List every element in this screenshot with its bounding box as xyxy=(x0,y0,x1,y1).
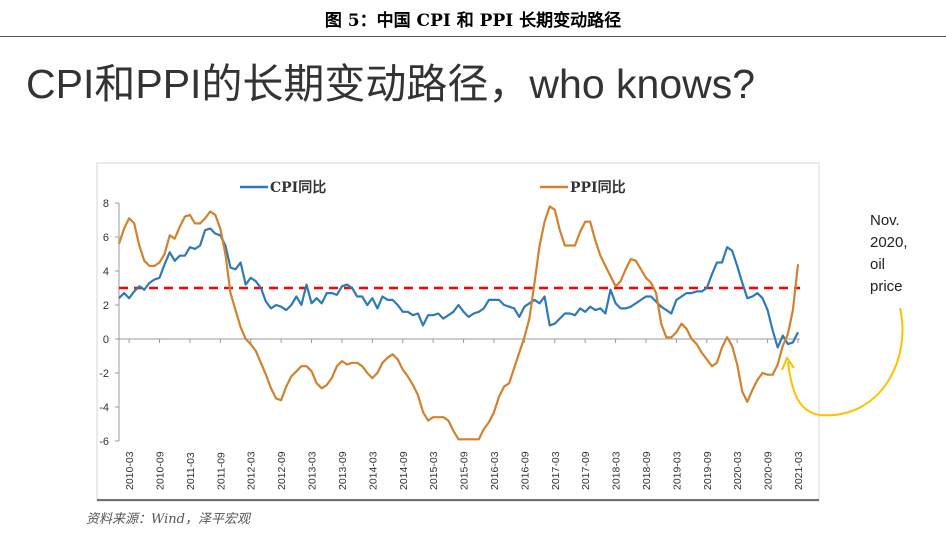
x-tick-label: 2020-03 xyxy=(732,451,744,490)
slide-heading: CPI和PPI的长期变动路径，who knows? xyxy=(26,61,756,107)
x-tick-label: 2021-03 xyxy=(793,451,805,490)
y-tick-label: 2 xyxy=(103,300,109,312)
x-tick-label: 2019-03 xyxy=(671,451,683,490)
y-tick-label: 6 xyxy=(103,232,109,244)
x-tick-label: 2020-09 xyxy=(763,451,775,490)
x-tick-label: 2017-09 xyxy=(580,451,592,490)
source-note: 资料来源：Wind，泽平宏观 xyxy=(86,512,250,527)
x-tick-label: 2014-03 xyxy=(367,451,379,490)
x-tick-label: 2017-03 xyxy=(550,451,562,490)
oil-price-annotation: Nov. 2020, oil price xyxy=(870,210,908,298)
annotation-line: 2020, xyxy=(870,234,908,251)
x-tick-label: 2012-09 xyxy=(276,451,288,490)
x-tick-label: 2011-09 xyxy=(215,452,227,490)
x-tick-label: 2013-03 xyxy=(307,451,319,490)
x-tick-label: 2010-09 xyxy=(155,451,167,490)
y-tick-label: 4 xyxy=(103,266,109,278)
x-tick-label: 2012-03 xyxy=(246,451,258,490)
x-tick-label: 2015-09 xyxy=(459,451,471,490)
x-tick-label: 2014-09 xyxy=(398,451,410,490)
x-tick-label: 2018-03 xyxy=(611,451,623,490)
x-tick-label: 2016-09 xyxy=(519,451,531,490)
y-tick-label: 8 xyxy=(103,198,109,210)
x-tick-label: 2010-03 xyxy=(124,451,136,490)
legend-label: PPI同比 xyxy=(570,179,626,196)
annotation-arrow xyxy=(787,307,904,417)
x-tick-label: 2016-03 xyxy=(489,451,501,490)
title-divider xyxy=(0,36,946,37)
cpi-series-line xyxy=(118,227,799,349)
x-tick-label: 2018-09 xyxy=(641,451,653,490)
annotation-line: Nov. xyxy=(870,212,900,229)
chart-frame xyxy=(96,162,820,502)
x-tick-label: 2015-03 xyxy=(428,451,440,490)
y-tick-label: 0 xyxy=(103,334,109,346)
annotation-line: price xyxy=(870,278,903,295)
x-tick-label: 2013-09 xyxy=(337,451,349,490)
annotation-line: oil xyxy=(870,256,886,273)
y-tick-label: -6 xyxy=(99,436,109,448)
x-tick-label: 2019-09 xyxy=(702,451,714,490)
y-tick-label: -4 xyxy=(99,402,109,414)
ppi-series-line xyxy=(117,205,800,441)
x-tick-label: 2011-03 xyxy=(185,452,197,490)
figure-title: 图 5：中国 CPI 和 PPI 长期变动路径 xyxy=(324,11,622,31)
legend-label: CPI同比 xyxy=(270,179,326,196)
annotation-arrowhead-icon xyxy=(781,355,795,371)
y-tick-label: -2 xyxy=(99,368,109,380)
